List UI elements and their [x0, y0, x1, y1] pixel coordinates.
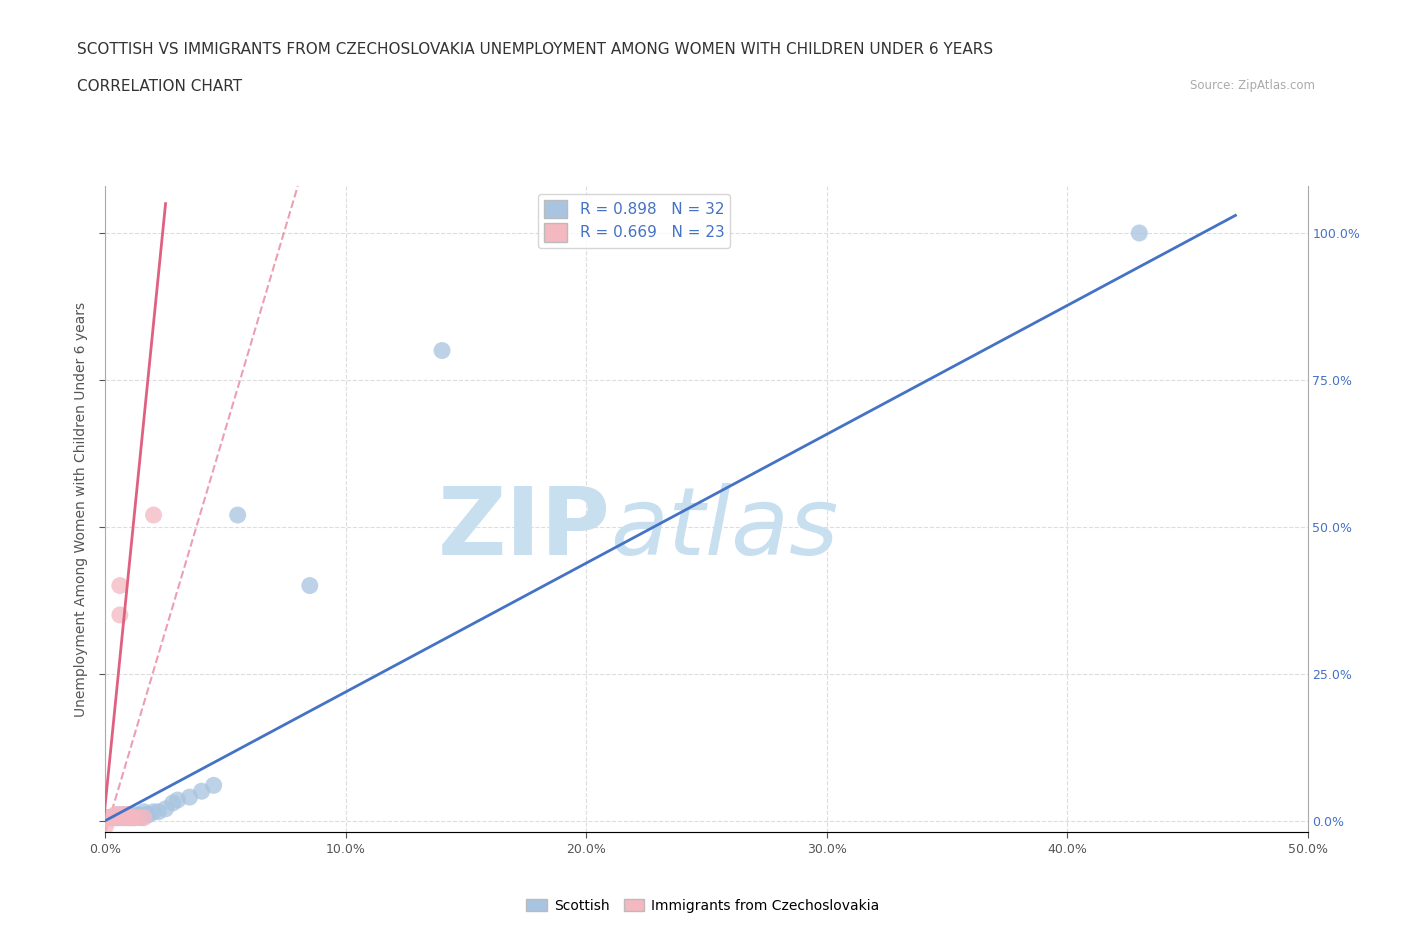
Text: SCOTTISH VS IMMIGRANTS FROM CZECHOSLOVAKIA UNEMPLOYMENT AMONG WOMEN WITH CHILDRE: SCOTTISH VS IMMIGRANTS FROM CZECHOSLOVAK… — [77, 42, 994, 57]
Point — [132, 810, 155, 825]
Point — [94, 810, 117, 825]
Point — [115, 807, 138, 822]
Point — [128, 807, 150, 822]
Point — [114, 810, 136, 825]
Point — [111, 807, 134, 822]
Point — [108, 607, 131, 622]
Text: ZIP: ZIP — [437, 483, 610, 575]
Point — [132, 804, 155, 819]
Point — [162, 795, 184, 810]
Point — [98, 810, 121, 825]
Point — [98, 810, 121, 825]
Point — [125, 807, 148, 822]
Point — [104, 807, 127, 822]
Point — [430, 343, 453, 358]
Text: atlas: atlas — [610, 483, 838, 574]
Point — [97, 810, 120, 825]
Point — [142, 508, 165, 523]
Point — [108, 810, 131, 825]
Y-axis label: Unemployment Among Women with Children Under 6 years: Unemployment Among Women with Children U… — [75, 301, 89, 717]
Point — [1128, 226, 1150, 241]
Point — [124, 810, 146, 825]
Point — [118, 807, 141, 822]
Point — [107, 810, 129, 825]
Point — [128, 810, 150, 825]
Point — [94, 819, 117, 834]
Point — [115, 810, 138, 825]
Point — [226, 508, 249, 523]
Point — [138, 807, 160, 822]
Point — [142, 804, 165, 819]
Point — [107, 807, 129, 822]
Point — [155, 802, 177, 817]
Point — [166, 792, 188, 807]
Point — [131, 810, 153, 825]
Point — [298, 578, 321, 593]
Text: CORRELATION CHART: CORRELATION CHART — [77, 79, 242, 94]
Point — [179, 790, 201, 804]
Point — [114, 807, 136, 822]
Point — [124, 810, 146, 825]
Point — [104, 810, 127, 825]
Point — [121, 810, 143, 825]
Text: Source: ZipAtlas.com: Source: ZipAtlas.com — [1189, 79, 1315, 92]
Point — [111, 807, 134, 822]
Point — [107, 810, 129, 825]
Point — [118, 810, 141, 825]
Point — [101, 810, 124, 825]
Point — [94, 810, 117, 825]
Point — [114, 810, 136, 825]
Point — [190, 784, 212, 799]
Point — [101, 810, 124, 825]
Point — [148, 804, 170, 819]
Legend: Scottish, Immigrants from Czechoslovakia: Scottish, Immigrants from Czechoslovakia — [520, 894, 886, 919]
Point — [111, 810, 134, 825]
Point — [108, 578, 131, 593]
Point — [121, 810, 143, 825]
Point — [107, 807, 129, 822]
Point — [118, 810, 141, 825]
Point — [202, 777, 225, 792]
Legend: R = 0.898   N = 32, R = 0.669   N = 23: R = 0.898 N = 32, R = 0.669 N = 23 — [538, 193, 731, 247]
Point — [104, 810, 127, 825]
Point — [115, 807, 138, 822]
Point — [135, 807, 157, 822]
